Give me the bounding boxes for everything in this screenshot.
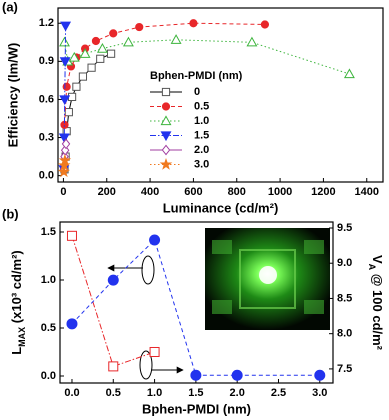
panel-label: (b) <box>2 206 19 221</box>
label-part: A <box>367 264 377 271</box>
x-tick-label: 0.5 <box>106 387 121 399</box>
marker <box>59 95 71 106</box>
legend-label: 0.5 <box>194 100 209 112</box>
marker <box>66 230 77 241</box>
x-tick-label: 1400 <box>355 186 379 198</box>
plot-frame <box>59 221 334 384</box>
marker <box>149 234 161 246</box>
label-part: V <box>370 255 385 264</box>
marker <box>122 36 134 47</box>
y-tick-label: 1.2 <box>39 17 54 29</box>
x-tick-label: 800 <box>228 186 246 198</box>
marker <box>190 369 202 381</box>
marker <box>59 57 71 67</box>
x-tick-label: 3.0 <box>312 387 327 399</box>
legend-label: 0 <box>194 86 200 98</box>
y-axis-label: Efficiency (lm/W) <box>5 43 20 148</box>
legend-label: 2.0 <box>194 144 209 156</box>
y-tick-label: 1.0 <box>41 274 56 286</box>
y2-tick-label: 9.5 <box>337 222 352 234</box>
y-tick-label: 1.5 <box>41 226 56 238</box>
y2-axis-label: VA @ 100 cd/m² <box>367 255 385 351</box>
marker <box>108 361 119 372</box>
x-tick-label: 400 <box>141 186 159 198</box>
x-tick-label: 200 <box>98 186 116 198</box>
y-tick-label: 0.0 <box>41 370 56 382</box>
x-tick-label: 2.5 <box>271 387 286 399</box>
legend-title: Bphen-PMDI (nm) <box>150 70 243 82</box>
marker <box>68 51 80 62</box>
marker <box>58 133 70 144</box>
marker <box>260 20 270 29</box>
marker <box>106 49 116 58</box>
marker <box>231 369 243 381</box>
marker <box>246 36 258 47</box>
x-tick-label: 0 <box>60 186 66 198</box>
marker <box>78 72 88 81</box>
x-tick-label: 1.5 <box>188 387 203 399</box>
marker <box>149 346 160 357</box>
marker <box>91 36 101 46</box>
legend-marker <box>160 131 172 142</box>
y-tick-label: 0.3 <box>39 131 54 143</box>
marker <box>96 54 105 63</box>
plot-frame <box>57 7 384 183</box>
marker <box>58 153 72 166</box>
panel-label: (a) <box>2 0 18 14</box>
y2-tick-label: 7.5 <box>337 363 352 375</box>
inset-photo <box>205 228 330 330</box>
marker <box>343 68 355 79</box>
x-tick-label: 1.0 <box>147 387 162 399</box>
marker <box>135 22 144 32</box>
marker <box>314 369 326 381</box>
legend-marker <box>161 87 171 97</box>
y2-tick-label: 9.0 <box>337 257 352 269</box>
y-tick-label: 0.6 <box>39 93 54 105</box>
annotation-arrows <box>107 255 184 380</box>
marker <box>96 43 108 53</box>
series-line <box>71 239 320 376</box>
y2-tick-label: 8.5 <box>337 292 352 304</box>
x-axis-label: Bphen-PMDI (nm) <box>142 401 251 416</box>
marker <box>189 19 198 28</box>
legend-marker <box>161 102 171 111</box>
marker <box>109 29 118 38</box>
legend-marker <box>161 144 171 156</box>
marker <box>64 108 73 117</box>
marker <box>61 138 71 150</box>
marker <box>66 318 78 330</box>
legend-label: 1.0 <box>194 115 209 127</box>
x-tick-label: 1000 <box>268 186 292 198</box>
x-tick-label: 1200 <box>311 186 335 198</box>
y2-tick-label: 8.0 <box>337 328 352 340</box>
y-tick-label: 0.9 <box>39 55 54 67</box>
label-part: L <box>9 347 24 355</box>
series-line <box>71 235 155 368</box>
marker <box>107 274 119 286</box>
marker <box>62 82 71 91</box>
y-axis-label: LMAX (x10³ cd/m²) <box>9 250 27 355</box>
legend-marker <box>160 115 172 126</box>
y-tick-label: 0.0 <box>39 170 54 182</box>
marker <box>170 34 182 44</box>
label-part: MAX <box>17 327 27 347</box>
label-part: (x10³ cd/m²) <box>9 250 24 327</box>
marker <box>87 63 96 72</box>
x-tick-label: 2.0 <box>230 387 245 399</box>
marker <box>79 48 91 58</box>
marker <box>59 36 70 47</box>
legend-label: 3.0 <box>194 158 209 170</box>
legend-marker <box>159 157 173 170</box>
label-part: @ 100 cd/m² <box>370 270 385 351</box>
marker <box>67 92 77 102</box>
y-tick-label: 0.5 <box>41 322 56 334</box>
x-axis-label: Luminance (cd/m²) <box>163 200 279 215</box>
x-tick-label: 600 <box>184 186 202 198</box>
x-tick-label: 0.0 <box>64 387 79 399</box>
legend-label: 1.5 <box>194 129 209 141</box>
marker <box>72 82 81 91</box>
marker <box>57 165 70 178</box>
marker <box>60 21 72 32</box>
